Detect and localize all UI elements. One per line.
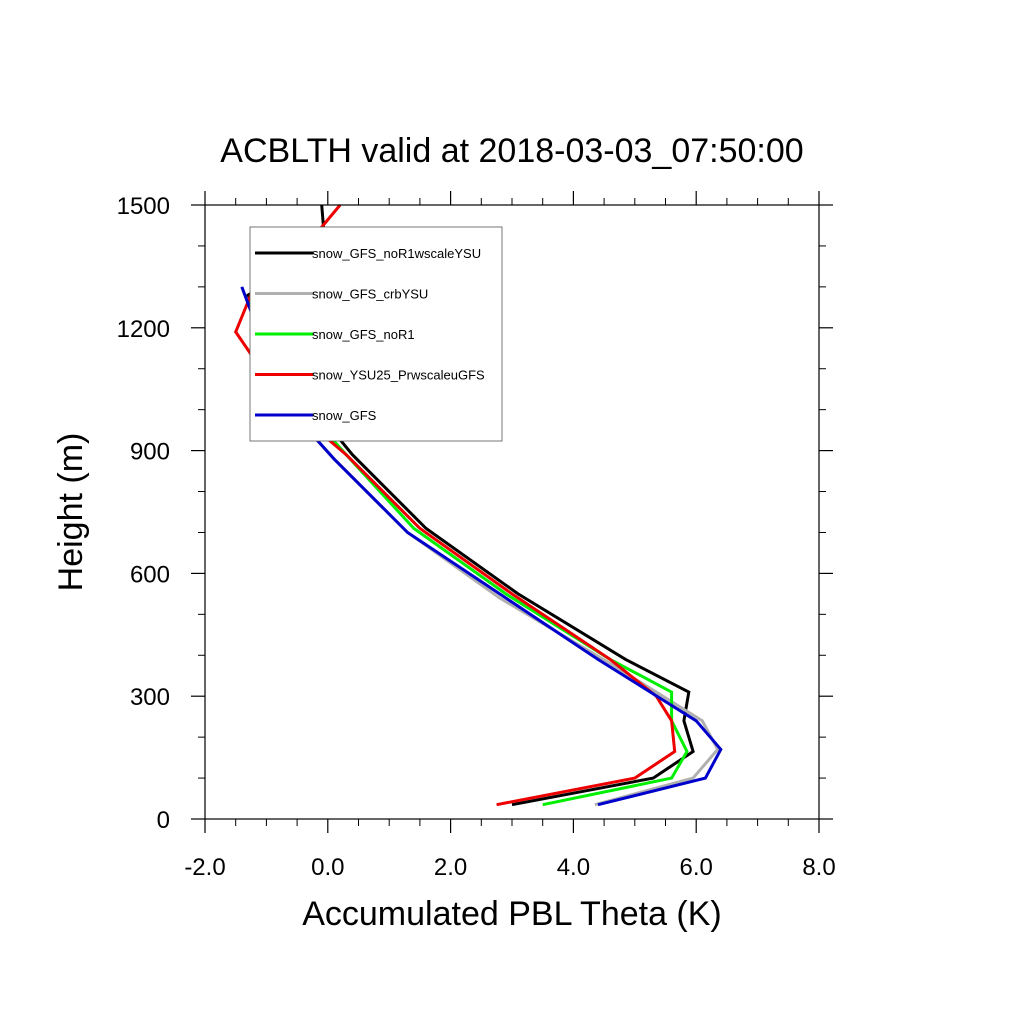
legend-label-3: snow_YSU25_PrwscaleuGFS xyxy=(312,368,485,383)
x-tick-label: 8.0 xyxy=(802,854,835,881)
y-tick-label: 600 xyxy=(130,561,170,588)
x-tick-label: 4.0 xyxy=(557,854,590,881)
y-tick-label: 1200 xyxy=(117,316,170,343)
y-tick-label: 0 xyxy=(157,807,170,834)
legend-label-4: snow_GFS xyxy=(312,408,377,423)
y-tick-label: 1500 xyxy=(117,193,170,220)
chart-title: ACBLTH valid at 2018-03-03_07:50:00 xyxy=(220,132,803,170)
legend-label-0: snow_GFS_noR1wscaleYSU xyxy=(312,246,481,261)
y-tick-label: 900 xyxy=(130,439,170,466)
x-tick-label: -2.0 xyxy=(184,854,225,881)
legend-label-2: snow_GFS_noR1 xyxy=(312,327,415,342)
x-tick-label: 2.0 xyxy=(434,854,467,881)
y-axis-label: Height (m) xyxy=(52,433,90,592)
x-tick-label: 6.0 xyxy=(680,854,713,881)
x-tick-label: 0.0 xyxy=(311,854,344,881)
y-tick-label: 300 xyxy=(130,684,170,711)
x-axis-label: Accumulated PBL Theta (K) xyxy=(302,895,722,933)
ticks-layer: -2.0 0.0 2.0 4.0 6.0 8.0 0 300 600 900 1200 1500 xyxy=(117,191,836,881)
legend: snow_GFS_noR1wscaleYSU snow_GFS_crbYSUsno… xyxy=(249,226,503,442)
legend-label-1: snow_GFS_crbYSU xyxy=(312,287,428,302)
